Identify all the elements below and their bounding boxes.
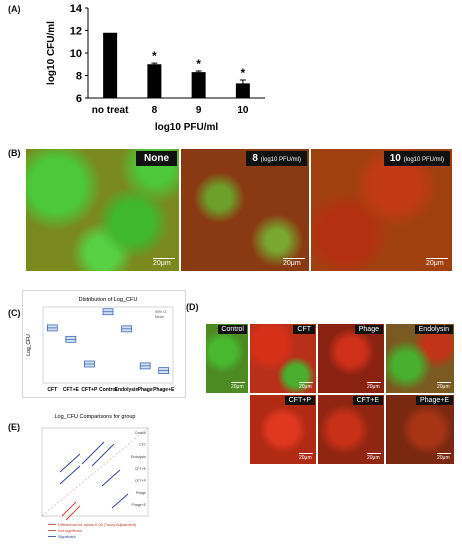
x-tick-label: CFT+P	[81, 387, 98, 393]
comparison-segment	[59, 465, 81, 485]
scale-bar: 20μm	[299, 453, 313, 461]
micrograph-endolysin: Endolysin 20μm	[385, 323, 455, 394]
x-tick-label: Endolysin	[115, 387, 139, 393]
micrograph-strip-b: None 20μm 8 (log10 PFU/ml) 20μm 10 (log1…	[25, 148, 453, 272]
micrograph-label-endolysin: Endolysin	[414, 325, 453, 334]
comparison-segment	[81, 441, 105, 465]
x-axis-label: log10 PFU/ml	[155, 122, 219, 133]
group-label: Endolysin	[131, 455, 146, 459]
distribution-chart-svg: Distribution of Log_CFU Log_CFU CFT CFT+E CF…	[26, 297, 175, 393]
micrograph-label-control: Control	[218, 325, 247, 334]
legend-entry: Significant	[58, 535, 76, 539]
x-tick-label: 10	[237, 105, 249, 116]
legend-entry: Mean	[155, 315, 164, 319]
x-tick-label: CFT+E	[63, 387, 80, 393]
panel-label-b: (B)	[8, 148, 21, 158]
micrograph-label-10: 10 (log10 PFU/ml)	[383, 151, 450, 166]
scale-bar: 20μm	[231, 382, 245, 390]
dose-unit: (log10 PFU/ml)	[403, 157, 444, 163]
dose-value: 8	[252, 153, 258, 164]
legend-entry: 95% CI	[155, 310, 167, 314]
panel-label-d: (D)	[186, 302, 199, 312]
bar	[191, 72, 206, 98]
bar	[235, 83, 250, 98]
plot-frame	[42, 306, 174, 384]
y-tick-label: 8	[76, 71, 82, 83]
scale-bar: 20μm	[299, 382, 313, 390]
scale-bar: 20μm	[367, 382, 381, 390]
x-tick-label: 8	[152, 105, 158, 116]
scale-bar: 20μm	[437, 453, 451, 461]
significance-mark: *	[152, 49, 157, 63]
micrograph-cft-p: CFT+P 20μm	[249, 394, 317, 465]
group-label: CFT+P	[135, 479, 147, 483]
panel-label-a: (A)	[8, 4, 21, 14]
comparison-segment	[91, 443, 115, 467]
panel-label-c: (C)	[8, 308, 21, 318]
group-label: Phage+E	[132, 503, 147, 507]
x-tick-label: 9	[196, 105, 202, 116]
micrograph-8: 8 (log10 PFU/ml) 20μm	[180, 148, 310, 272]
scale-bar: 20μm	[426, 258, 448, 267]
bar	[147, 64, 162, 98]
bar	[103, 32, 118, 98]
dose-value: 10	[389, 153, 401, 164]
significance-mark: *	[241, 66, 246, 80]
x-tick-label: Phage+E	[153, 387, 175, 393]
comparison-segment	[111, 493, 129, 509]
micrograph-label-phage-e: Phage+E	[416, 396, 453, 405]
comparison-segment	[101, 469, 121, 487]
micrograph-label-phage: Phage	[354, 325, 383, 334]
micrograph-cft: CFT 20μm	[249, 323, 317, 394]
x-tick-label: CFT	[47, 387, 57, 393]
micrograph-phage: Phage 20μm	[317, 323, 385, 394]
y-axis-label: log10 CFU/ml	[46, 21, 57, 85]
legend-entry: Differences for alpha=0.05 (Tukey Adjust…	[58, 523, 137, 527]
y-tick-label: 12	[70, 26, 82, 38]
y-axis-label: Log_CFU	[26, 334, 32, 356]
micrograph-label-8: 8 (log10 PFU/ml)	[246, 151, 307, 166]
group-label: Control	[135, 431, 147, 435]
chart-title: Log_CFU Comparisons for group	[54, 414, 135, 420]
x-tick-label: Control	[99, 387, 117, 393]
micrograph-label-none: None	[136, 151, 177, 166]
bar-chart-a: 6 8 10 12 14 log10 CFU/ml no treat * 8 * 9 * 10 log10…	[46, 3, 265, 133]
micrograph-phage-e: Phage+E 20μm	[385, 394, 455, 465]
chart-title: Distribution of Log_CFU	[79, 297, 138, 303]
micrograph-label-cft: CFT	[293, 325, 315, 334]
group-label: Phage	[136, 491, 146, 495]
comparisons-plot-e: Log_CFU Comparisons for group Control CFT E…	[41, 414, 149, 539]
group-label: CFT+E	[135, 467, 147, 471]
x-tick-label: Phage	[138, 387, 153, 393]
comparison-segment	[59, 453, 81, 473]
significance-mark: *	[196, 57, 201, 71]
comparison-segment	[61, 501, 77, 517]
diagonal-line	[41, 427, 149, 517]
y-tick-label: 10	[70, 48, 82, 60]
scale-bar: 20μm	[283, 258, 305, 267]
x-tick-label: no treat	[92, 105, 129, 116]
micrograph-cft-e: CFT+E 20μm	[317, 394, 385, 465]
micrograph-label-cft-p: CFT+P	[284, 396, 315, 405]
scale-bar: 20μm	[153, 258, 175, 267]
y-tick-label: 14	[70, 3, 83, 15]
micrograph-10: 10 (log10 PFU/ml) 20μm	[310, 148, 453, 272]
scale-bar: 20μm	[437, 382, 451, 390]
plot-frame	[41, 427, 149, 517]
micrograph-control: Control 20μm	[205, 323, 249, 394]
distribution-plot-c: Distribution of Log_CFU Log_CFU CFT CFT+E CF…	[22, 290, 186, 398]
panel-label-e: (E)	[8, 422, 20, 432]
micrograph-grid-d: Control 20μm CFT 20μm Phage 20μm Endolys…	[205, 323, 455, 465]
legend-entry: Not significant	[58, 529, 83, 533]
micrograph-label-cft-e: CFT+E	[352, 396, 383, 405]
scale-bar: 20μm	[367, 453, 381, 461]
group-label: CFT	[139, 443, 147, 447]
micrograph-none: None 20μm	[25, 148, 180, 272]
comparison-segment	[65, 505, 81, 521]
y-tick-label: 6	[76, 93, 82, 105]
dose-unit: (log10 PFU/ml)	[260, 157, 301, 163]
